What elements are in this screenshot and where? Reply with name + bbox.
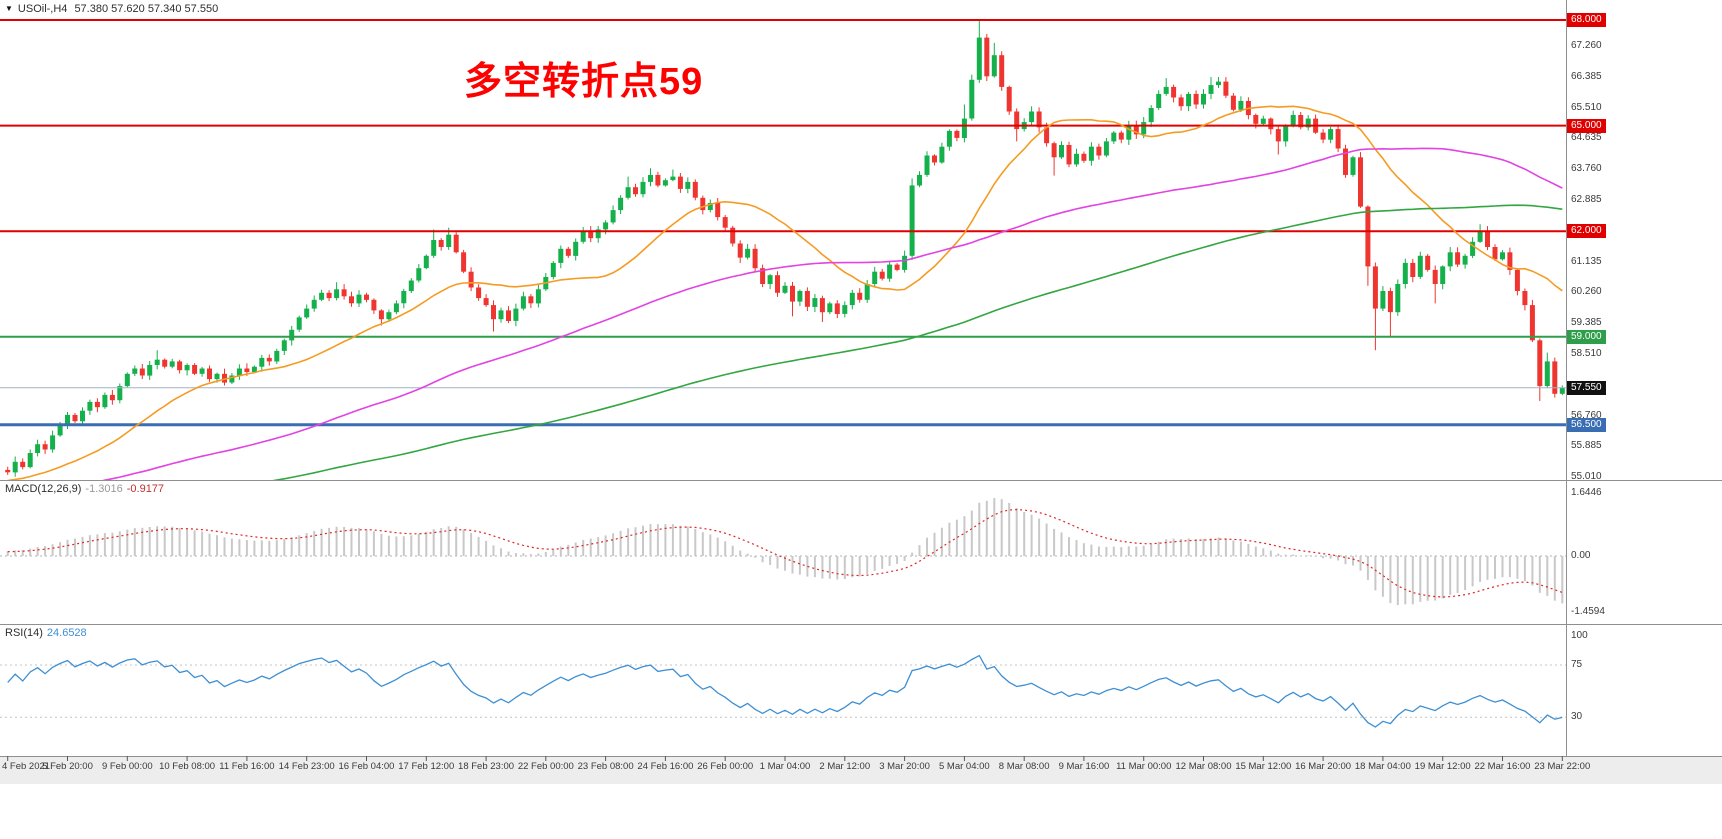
price-axis-badge: 68.000	[1567, 13, 1606, 27]
price-axis-label: 60.260	[1571, 286, 1602, 298]
time-axis-label: 5 Feb 20:00	[42, 761, 93, 772]
time-axis-label: 11 Mar 00:00	[1116, 761, 1172, 772]
price-axis-badge: 62.000	[1567, 224, 1606, 239]
time-axis-label: 23 Feb 08:00	[577, 761, 634, 772]
time-axis-label: 8 Mar 08:00	[998, 761, 1050, 772]
price-axis-label: 64.635	[1571, 132, 1602, 144]
time-axis-label: 11 Feb 16:00	[219, 761, 275, 772]
macd-histogram	[6, 498, 1564, 606]
candlestick-series[interactable]	[5, 20, 1565, 477]
slow-ma-line	[272, 204, 1563, 480]
rsi-panel	[0, 654, 1566, 728]
time-axis-label: 4 Feb 2021	[2, 761, 51, 772]
price-axis-label: 65.510	[1571, 101, 1602, 113]
price-axis-badge: 57.550	[1567, 380, 1606, 395]
time-axis-label: 18 Feb 23:00	[458, 761, 515, 772]
rsi-indicator-label: RSI(14) 24.6528	[5, 627, 87, 639]
moving-average-lines	[7, 105, 1563, 480]
macd-scale-label: 0.00	[1571, 550, 1591, 561]
price-axis-label: 66.385	[1571, 70, 1602, 82]
time-axis-label: 16 Feb 04:00	[338, 761, 395, 772]
price-axis-label: 62.885	[1571, 194, 1602, 206]
time-axis-label: 22 Mar 16:00	[1474, 761, 1531, 772]
time-axis-label: 18 Mar 04:00	[1354, 761, 1411, 772]
rsi-name: RSI(14)	[5, 627, 43, 639]
rsi-scale-label: 30	[1571, 711, 1583, 723]
time-axis-label: 26 Feb 00:00	[697, 761, 754, 772]
price-axis-label: 55.885	[1571, 440, 1602, 452]
chart-annotation-text[interactable]: 多空转折点59	[464, 61, 704, 103]
price-axis-badge: 56.500	[1567, 417, 1606, 432]
time-axis-label: 15 Mar 12:00	[1235, 761, 1292, 772]
price-axis-badge: 65.000	[1567, 118, 1606, 133]
rsi-scale-label: 75	[1571, 659, 1583, 670]
price-axis-label: 61.135	[1571, 255, 1602, 267]
time-axis-strip[interactable]	[0, 756, 1722, 784]
rsi-scale-label: 100	[1571, 630, 1588, 641]
time-axis-label: 19 Mar 12:00	[1414, 761, 1471, 772]
time-axis-label: 17 Feb 12:00	[398, 761, 455, 772]
time-axis-label: 24 Feb 16:00	[637, 761, 694, 772]
time-axis-label: 3 Mar 20:00	[879, 761, 930, 772]
macd-main-value: -1.3016	[85, 483, 123, 495]
time-axis-label: 10 Feb 08:00	[159, 761, 216, 772]
price-axis-label: 59.385	[1571, 317, 1602, 329]
time-axis-label: 14 Feb 23:00	[278, 761, 335, 772]
macd-signal-line	[7, 508, 1563, 598]
macd-signal-value: -0.9177	[126, 483, 165, 495]
chart-dropdown-arrow-icon[interactable]: ▼	[5, 4, 13, 13]
fast-ma-line	[7, 105, 1563, 480]
symbol-info: ▼ USOil-,H4 57.380 57.620 57.340 57.550	[5, 3, 218, 15]
macd-indicator-label: MACD(12,26,9) -1.3016 -0.9177	[5, 483, 164, 495]
time-axis-label: 12 Mar 08:00	[1175, 761, 1232, 772]
time-axis-label: 2 Mar 12:00	[819, 761, 871, 772]
time-axis-label: 9 Feb 00:00	[101, 761, 153, 772]
price-axis-label: 63.760	[1571, 163, 1602, 175]
medium-ma-line	[102, 147, 1563, 480]
price-axis-badge: 59.000	[1567, 329, 1606, 344]
symbol-ohlc: 57.380 57.620 57.340 57.550	[74, 3, 219, 15]
symbol-name: USOil-,H4	[17, 3, 68, 15]
rsi-line	[7, 654, 1563, 728]
macd-scale-label: 1.6446	[1571, 486, 1602, 498]
time-axis-label: 9 Mar 16:00	[1058, 761, 1110, 772]
horizontal-level-lines	[0, 19, 1566, 427]
price-axis-label: 55.010	[1571, 471, 1602, 483]
macd-scale-label: -1.4594	[1571, 606, 1605, 618]
macd-name: MACD(12,26,9)	[5, 483, 82, 495]
time-axis-label: 22 Feb 00:00	[517, 761, 574, 772]
time-axis-label: 23 Mar 22:00	[1534, 761, 1591, 772]
time-axis-label: 5 Mar 04:00	[939, 761, 990, 772]
time-axis-label: 16 Mar 20:00	[1295, 761, 1352, 772]
price-axis-label: 56.760	[1571, 409, 1602, 421]
price-axis-label: 58.510	[1571, 348, 1602, 360]
time-axis-label: 1 Mar 04:00	[759, 761, 811, 772]
macd-panel	[0, 498, 1566, 606]
rsi-value: 24.6528	[46, 627, 87, 639]
price-axis-label: 67.260	[1571, 40, 1602, 52]
